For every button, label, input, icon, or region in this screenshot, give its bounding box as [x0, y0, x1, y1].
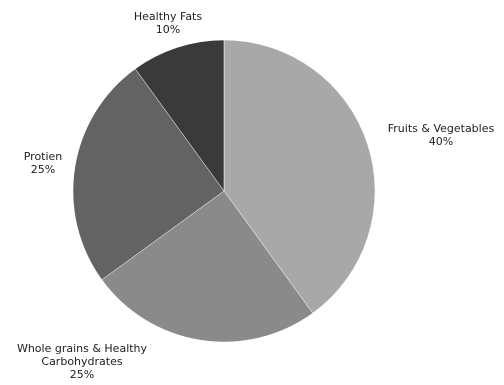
slice-percent: 40% [429, 135, 453, 148]
slice-label-2: Whole grains & Healthy Carbohydrates 25% [17, 342, 148, 381]
slice-category: Fruits & Vegetables [388, 122, 495, 135]
slice-category: Whole grains & Healthy [17, 342, 148, 355]
pie-slice-4 [134, 39, 225, 192]
slice-category: Healthy Fats [134, 10, 202, 23]
slice-category: Carbohydrates [41, 355, 122, 368]
slice-percent: 25% [31, 163, 55, 176]
pie-slices [72, 39, 376, 343]
slice-label-3: Protien 25% [24, 150, 63, 176]
pie-slice-1 [223, 39, 376, 314]
pie-slice-3 [72, 68, 225, 281]
slice-label-1: Fruits & Vegetables 40% [388, 122, 495, 148]
slice-label-4: Healthy Fats 10% [134, 10, 202, 36]
slice-percent: 10% [156, 23, 180, 36]
slice-percent: 25% [70, 368, 94, 381]
pie-slice-2 [101, 190, 314, 343]
pie-labels: Fruits & Vegetables 40% Whole grains & Hea… [17, 10, 495, 381]
slice-category: Protien [24, 150, 63, 163]
